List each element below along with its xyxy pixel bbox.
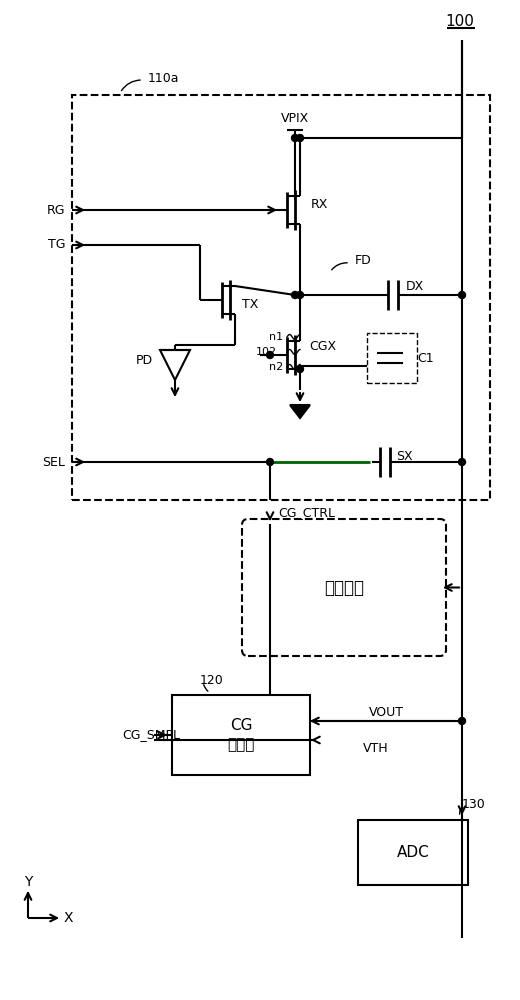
Text: 120: 120 bbox=[200, 674, 224, 686]
Circle shape bbox=[459, 292, 465, 298]
Text: FD: FD bbox=[355, 253, 372, 266]
Text: 反馈回路: 反馈回路 bbox=[324, 578, 364, 596]
Text: RG: RG bbox=[46, 204, 65, 217]
Circle shape bbox=[292, 292, 298, 298]
Circle shape bbox=[267, 352, 274, 359]
Bar bbox=[72, 95, 490, 500]
Text: Y: Y bbox=[24, 875, 32, 889]
Text: RX: RX bbox=[311, 198, 328, 212]
Text: DX: DX bbox=[406, 280, 424, 294]
Text: VPIX: VPIX bbox=[281, 111, 309, 124]
Text: C1: C1 bbox=[417, 352, 434, 364]
Circle shape bbox=[459, 458, 465, 466]
Circle shape bbox=[267, 458, 274, 466]
Text: X: X bbox=[63, 911, 73, 925]
Text: TG: TG bbox=[47, 238, 65, 251]
Text: PD: PD bbox=[136, 354, 153, 366]
Circle shape bbox=[296, 134, 304, 141]
Circle shape bbox=[292, 134, 298, 141]
Text: 110a: 110a bbox=[148, 72, 179, 85]
Text: n2: n2 bbox=[269, 362, 283, 372]
Circle shape bbox=[296, 292, 304, 298]
Bar bbox=[358, 820, 468, 885]
Bar bbox=[172, 695, 310, 775]
Circle shape bbox=[459, 718, 465, 724]
Polygon shape bbox=[290, 405, 310, 418]
Text: ADC: ADC bbox=[397, 845, 430, 860]
Text: SEL: SEL bbox=[42, 456, 65, 468]
Circle shape bbox=[296, 365, 304, 372]
Text: CGX: CGX bbox=[309, 340, 336, 354]
Text: 130: 130 bbox=[462, 798, 486, 810]
Text: 控制器: 控制器 bbox=[227, 738, 255, 752]
Text: 100: 100 bbox=[446, 14, 474, 29]
Text: CG: CG bbox=[230, 718, 252, 732]
Text: CG_CTRL: CG_CTRL bbox=[278, 506, 335, 520]
Text: VTH: VTH bbox=[363, 742, 389, 756]
Text: TX: TX bbox=[242, 298, 258, 312]
Text: n1: n1 bbox=[269, 332, 283, 342]
Text: SX: SX bbox=[396, 450, 413, 464]
Text: 102: 102 bbox=[256, 347, 277, 357]
Bar bbox=[367, 333, 417, 383]
Text: CG_SMPL: CG_SMPL bbox=[122, 728, 180, 742]
Text: VOUT: VOUT bbox=[369, 706, 404, 718]
